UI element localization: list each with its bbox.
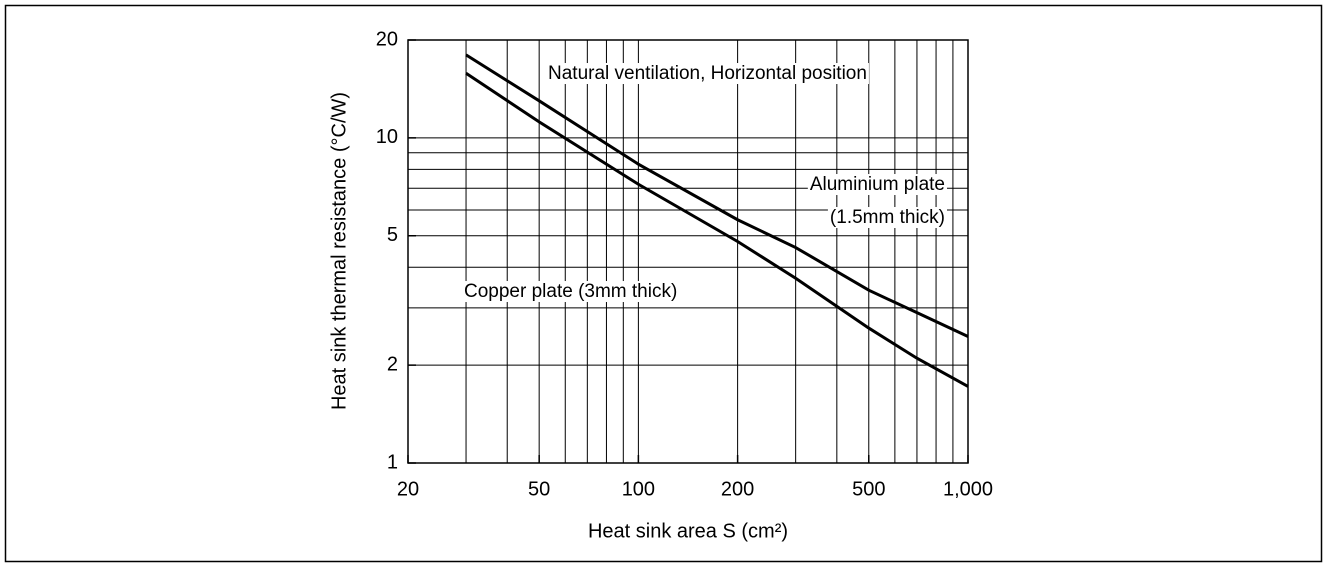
- y-tick-label: 1: [387, 451, 398, 473]
- y-tick-label: 2: [387, 353, 398, 375]
- y-axis-label: Heat sink thermal resistance (°C/W): [328, 92, 350, 410]
- x-tick-label: 50: [528, 478, 550, 500]
- y-tick-label: 10: [376, 126, 398, 148]
- annotation: (1.5mm thick): [830, 207, 945, 228]
- x-tick-label: 500: [852, 478, 885, 500]
- x-tick-label: 200: [721, 478, 754, 500]
- annotation: Natural ventilation, Horizontal position: [548, 63, 867, 84]
- x-axis-label: Heat sink area S (cm²): [588, 520, 788, 542]
- annotation-bg: [807, 174, 947, 196]
- x-tick-label: 100: [622, 478, 655, 500]
- annotation: Aluminium plate: [810, 174, 945, 195]
- annotation: Copper plate (3mm thick): [464, 281, 677, 302]
- x-tick-label: 1,000: [943, 478, 993, 500]
- y-tick-label: 20: [376, 28, 398, 50]
- series-line: [465, 53, 969, 338]
- annotation-bg: [546, 63, 869, 85]
- x-tick-label: 20: [397, 478, 419, 500]
- y-tick-label: 5: [387, 224, 398, 246]
- annotation-bg: [462, 281, 680, 303]
- frame: [4, 4, 1323, 563]
- annotation-bg: [827, 207, 947, 229]
- series-line: [465, 72, 969, 388]
- plot-border: [407, 39, 969, 464]
